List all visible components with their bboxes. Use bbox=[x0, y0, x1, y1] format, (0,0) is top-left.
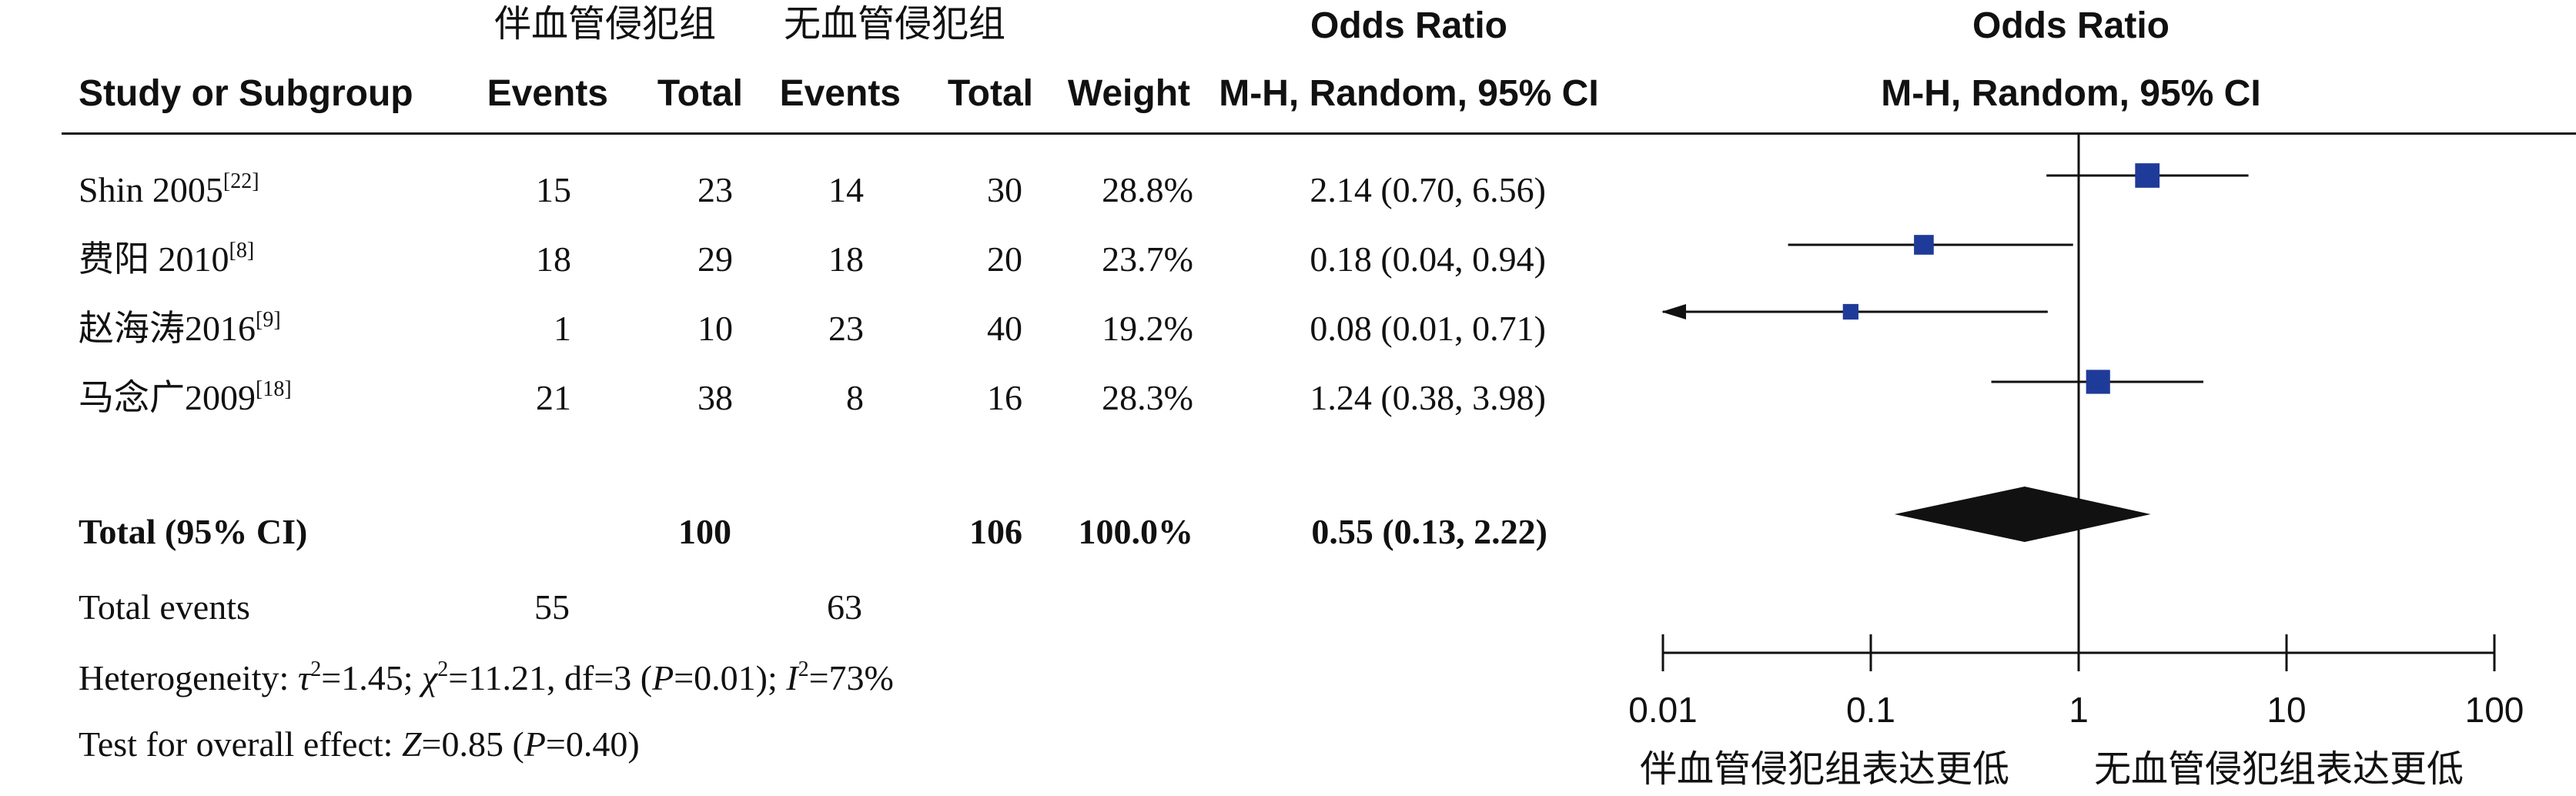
study-marker bbox=[1914, 235, 1934, 255]
total-ci: 0.55 (0.13, 2.22) bbox=[1311, 512, 1547, 551]
study-total2: 20 bbox=[987, 239, 1022, 279]
group1-header: 伴血管侵犯组 bbox=[494, 4, 717, 45]
total-events1: 55 bbox=[534, 587, 570, 627]
total-total2: 106 bbox=[969, 512, 1022, 551]
or-table-header: Odds Ratio bbox=[1310, 5, 1507, 46]
favours-left-label: 伴血管侵犯组表达更低 bbox=[1640, 749, 2010, 790]
x-tick-label: 0.01 bbox=[1628, 690, 1698, 730]
total-label: Total (95% CI) bbox=[79, 512, 308, 551]
study-events1: 1 bbox=[554, 309, 571, 348]
total-total1: 100 bbox=[678, 512, 731, 551]
total-events-label: Total events bbox=[79, 587, 250, 627]
or-plot-header: Odds Ratio bbox=[1972, 5, 2170, 46]
study-events2: 23 bbox=[828, 309, 864, 348]
study-weight: 23.7% bbox=[1102, 239, 1193, 279]
method-plot-header: M-H, Random, 95% CI bbox=[1881, 73, 2261, 114]
study-total2: 30 bbox=[987, 170, 1022, 209]
study-weight: 28.8% bbox=[1102, 170, 1193, 209]
ci-arrow bbox=[1661, 304, 1686, 319]
study-events2: 14 bbox=[828, 170, 864, 209]
weight-header: Weight bbox=[1067, 73, 1190, 114]
study-ci: 2.14 (0.70, 6.56) bbox=[1310, 170, 1546, 209]
group2-header: 无血管侵犯组 bbox=[784, 4, 1006, 45]
study-marker bbox=[2086, 370, 2110, 394]
study-ci: 1.24 (0.38, 3.98) bbox=[1310, 378, 1546, 417]
study-name: 赵海涛2016[9] bbox=[79, 308, 281, 348]
heterogeneity-text: Heterogeneity: τ2=1.45; χ2=11.21, df=3 (… bbox=[79, 657, 894, 697]
study-name: 马念广2009[18] bbox=[79, 377, 292, 417]
study-column-header: Study or Subgroup bbox=[79, 73, 413, 114]
study-total2: 16 bbox=[987, 378, 1022, 417]
pooled-diamond bbox=[1894, 487, 2151, 542]
x-tick-label: 1 bbox=[2069, 690, 2089, 730]
header-rule bbox=[62, 132, 2576, 135]
method-header: M-H, Random, 95% CI bbox=[1219, 73, 1599, 114]
study-marker bbox=[1842, 303, 1858, 320]
study-ci: 0.08 (0.01, 0.71) bbox=[1310, 309, 1546, 348]
study-events2: 18 bbox=[828, 239, 864, 279]
study-weight: 19.2% bbox=[1102, 309, 1193, 348]
study-total2: 40 bbox=[987, 309, 1022, 348]
x-tick-label: 100 bbox=[2465, 690, 2524, 730]
total1-header: Total bbox=[657, 73, 743, 114]
study-total1: 23 bbox=[698, 170, 733, 209]
study-events1: 21 bbox=[536, 378, 571, 417]
study-total1: 29 bbox=[698, 239, 733, 279]
x-tick-label: 0.1 bbox=[1846, 690, 1895, 730]
study-name: 费阳 2010[8] bbox=[79, 239, 255, 279]
favours-right-label: 无血管侵犯组表达更低 bbox=[2094, 749, 2464, 790]
study-events2: 8 bbox=[846, 378, 864, 417]
study-name: Shin 2005[22] bbox=[79, 169, 259, 209]
x-tick-label: 10 bbox=[2267, 690, 2306, 730]
study-events1: 15 bbox=[536, 170, 571, 209]
overall-effect-text: Test for overall effect: Z=0.85 (P=0.40) bbox=[79, 724, 640, 764]
study-total1: 10 bbox=[698, 309, 733, 348]
study-weight: 28.3% bbox=[1102, 378, 1193, 417]
study-marker bbox=[2135, 163, 2160, 188]
total-weight: 100.0% bbox=[1078, 512, 1194, 551]
events2-header: Events bbox=[779, 73, 901, 114]
events1-header: Events bbox=[487, 73, 608, 114]
total-events2: 63 bbox=[827, 587, 862, 627]
total2-header: Total bbox=[947, 73, 1033, 114]
study-ci: 0.18 (0.04, 0.94) bbox=[1310, 239, 1546, 279]
study-total1: 38 bbox=[698, 378, 733, 417]
study-events1: 18 bbox=[536, 239, 571, 279]
